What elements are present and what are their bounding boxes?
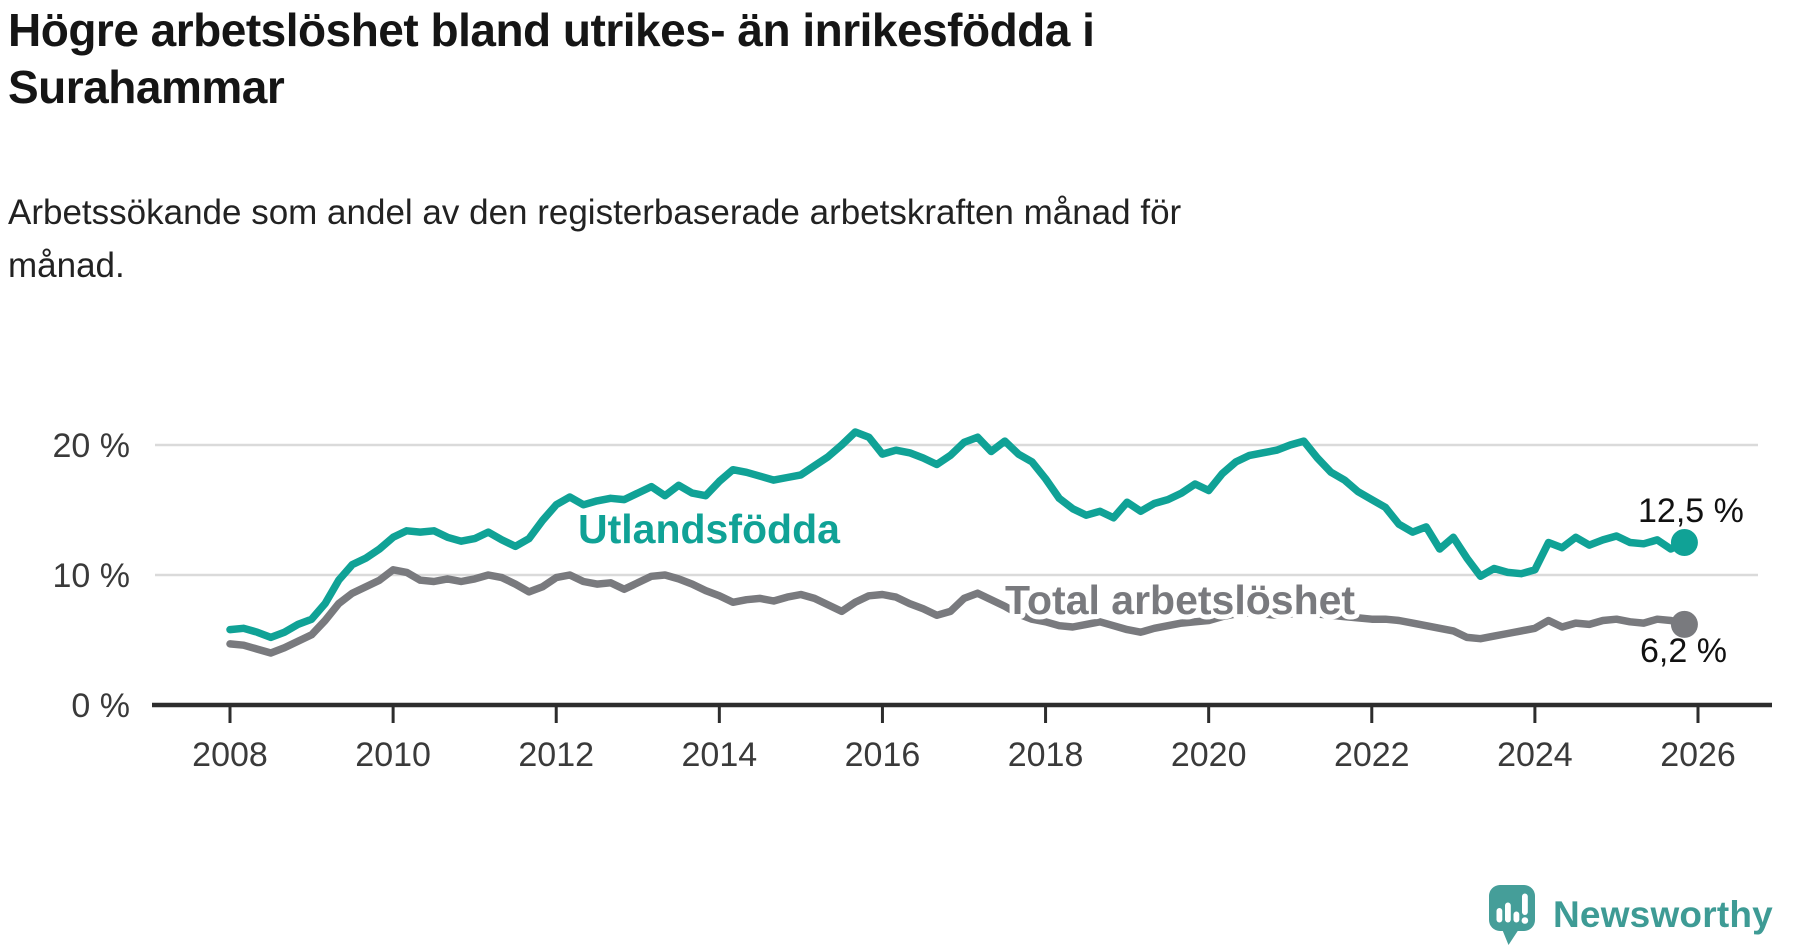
x-tick-label-2020: 2020	[1171, 736, 1247, 774]
page-title-line-2: Surahammar	[8, 61, 285, 113]
newsworthy-logo-text: Newsworthy	[1553, 894, 1773, 935]
x-tick-label-2024: 2024	[1497, 736, 1573, 774]
x-tick-label-2014: 2014	[682, 736, 758, 774]
y-axis-labels: 0 % 10 % 20 %	[53, 427, 131, 725]
end-value-label-utlandsfodda: 12,5 %	[1638, 492, 1744, 530]
line-chart: 0 % 10 % 20 % 2008 2010 2012 2014 2016 2018 2020 2…	[53, 427, 1772, 774]
x-axis: 2008 2010 2012 2014 2016 2018 2020 2022 2024 2026	[152, 702, 1772, 774]
x-tick-label-2012: 2012	[518, 736, 594, 774]
y-tick-label-20: 20 %	[53, 427, 131, 465]
x-tick-label-2022: 2022	[1334, 736, 1410, 774]
gridlines	[155, 443, 1758, 577]
end-dot-utlandsfodda	[1670, 529, 1698, 556]
series-line-utlandsfodda	[226, 428, 1689, 642]
series-label-utlandsfodda: Utlandsfödda	[578, 506, 841, 552]
x-tick-label-2010: 2010	[355, 736, 431, 774]
page-title: Högre arbetslöshet bland utrikes- än inr…	[8, 2, 1568, 116]
page-subtitle-line-1: Arbetssökande som andel av den registerb…	[8, 193, 1182, 232]
series-line-total-arbetsloshet	[226, 566, 1689, 657]
x-tick-label-2018: 2018	[1008, 736, 1084, 774]
series-label-total-arbetsloshet: Total arbetslöshet	[1005, 577, 1355, 623]
line-chart-canvas: 0 %10 %20 %2008 2010 2012 2014 2016 2018 2020 2…	[53, 427, 1772, 774]
end-value-label-total-arbetsloshet: 6,2 %	[1640, 632, 1727, 670]
newsworthy-speech-bubble-bar-chart-icon	[1489, 885, 1535, 945]
end-dot-total-arbetsloshet	[1670, 610, 1698, 638]
series-labels: Utlandsfödda Total arbetslöshet	[573, 501, 1360, 628]
x-tick-label-2008: 2008	[192, 736, 268, 774]
page-title-line-1: Högre arbetslöshet bland utrikes- än inr…	[8, 4, 1095, 56]
series-lines	[226, 428, 1689, 657]
x-tick-label-2026: 2026	[1660, 736, 1736, 774]
page-subtitle-line-2: månad.	[8, 246, 125, 285]
y-tick-label-10: 10 %	[53, 557, 131, 595]
newsworthy-logo: Newsworthy	[1488, 884, 1773, 946]
x-tick-label-2016: 2016	[845, 736, 921, 774]
y-tick-label-0: 0 %	[71, 687, 130, 725]
latest-values: 12,5 % 6,2 %	[1638, 492, 1744, 670]
page-subtitle: Arbetssökande som andel av den registerb…	[8, 186, 1508, 292]
